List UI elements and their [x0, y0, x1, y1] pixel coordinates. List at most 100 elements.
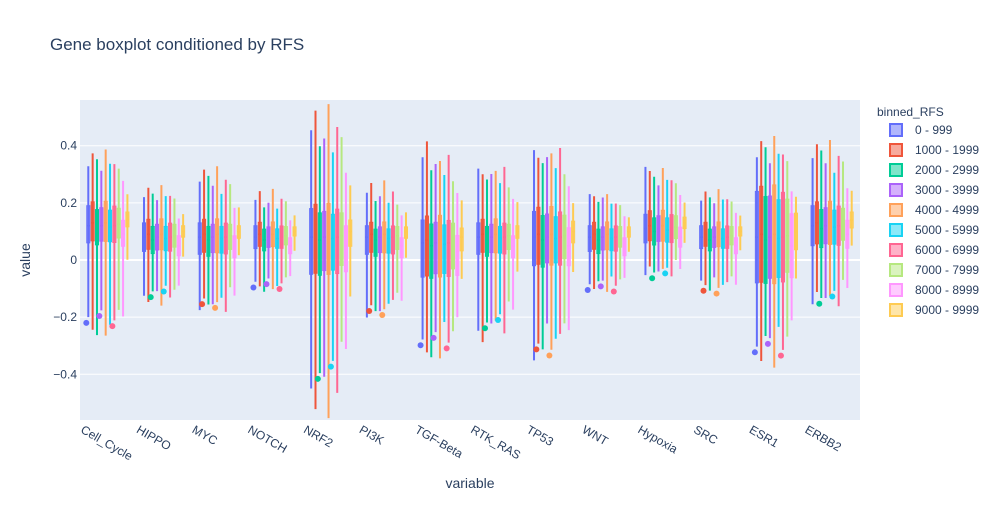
box-group: [700, 191, 708, 294]
box-body: [489, 223, 494, 254]
box-group: [276, 198, 284, 293]
box-group: [605, 194, 610, 292]
box-body: [112, 205, 117, 244]
legend-swatch: [889, 203, 903, 217]
box-group: [147, 193, 155, 301]
gridlines: [80, 145, 860, 375]
box-group: [455, 192, 460, 318]
box-body: [395, 226, 400, 250]
box-body: [317, 212, 322, 276]
box-group: [759, 141, 764, 361]
box-group: [738, 215, 743, 251]
box-group: [159, 185, 164, 306]
box-body: [442, 224, 447, 274]
box-group: [712, 203, 717, 278]
legend-swatch: [889, 223, 903, 237]
box-group: [236, 207, 241, 256]
box-group: [377, 196, 382, 312]
box-group: [720, 199, 725, 285]
box-group: [103, 149, 108, 336]
x-tick-label: NOTCH: [246, 422, 290, 455]
legend-item[interactable]: 2000 - 2999: [889, 163, 979, 177]
box-group: [660, 167, 665, 269]
box-group: [571, 203, 576, 273]
legend-item[interactable]: 5000 - 5999: [889, 223, 979, 237]
box-outlier: [816, 300, 823, 307]
box-group: [592, 196, 597, 289]
box-group: [399, 215, 404, 301]
legend-item[interactable]: 3000 - 3999: [889, 183, 979, 197]
box-body: [433, 221, 438, 275]
x-tick-label: WNT: [580, 422, 611, 448]
box-group: [495, 183, 503, 324]
legend-item[interactable]: 9000 - 9999: [889, 303, 979, 317]
box-group: [262, 207, 267, 292]
box-group: [348, 185, 353, 297]
y-axis-label: value: [17, 243, 33, 277]
legend-swatch: [889, 143, 903, 157]
box-group: [327, 152, 335, 370]
box-group: [108, 163, 113, 325]
box-group: [566, 186, 571, 331]
box-body: [506, 223, 511, 250]
box-group: [729, 201, 734, 277]
box-group: [83, 166, 91, 326]
box-group: [827, 139, 832, 296]
box-body: [210, 223, 215, 254]
box-group: [789, 191, 794, 321]
box-group: [764, 163, 772, 347]
box-body: [103, 200, 108, 242]
box-body: [309, 208, 314, 275]
box-outlier: [109, 323, 116, 330]
box-body: [596, 228, 601, 255]
legend-item[interactable]: 4000 - 4999: [889, 203, 979, 217]
box-body: [605, 221, 610, 251]
box-outlier: [700, 287, 707, 294]
box-group: [678, 194, 683, 269]
y-tick-label: 0: [70, 253, 77, 267]
box-body: [99, 207, 104, 242]
box-group: [682, 202, 687, 243]
legend-item[interactable]: 0 - 999: [889, 123, 953, 137]
x-tick-label: Cell_Cycle: [78, 422, 135, 463]
legend-label: 1000 - 1999: [915, 143, 979, 157]
legend-item[interactable]: 7000 - 7999: [889, 263, 979, 277]
box-body: [313, 203, 318, 274]
box-body: [592, 221, 597, 250]
box-group: [181, 214, 186, 257]
box-group: [121, 180, 126, 317]
legend-item[interactable]: 6000 - 6999: [889, 243, 979, 257]
box-group: [511, 198, 516, 310]
legend-swatch: [889, 183, 903, 197]
box-body: [613, 225, 618, 252]
legend-item[interactable]: 1000 - 1999: [889, 143, 979, 157]
box-outlier: [751, 349, 758, 356]
box-group: [288, 220, 293, 277]
legend-swatch: [889, 263, 903, 277]
box-body: [587, 225, 592, 252]
box-group: [502, 166, 507, 334]
box-body: [369, 221, 374, 253]
y-tick-label: −0.4: [53, 367, 77, 381]
legend-item[interactable]: 8000 - 8999: [889, 283, 979, 297]
box-body: [566, 227, 571, 267]
box-outlier: [276, 286, 283, 293]
legend-swatch: [889, 123, 903, 137]
box-body: [429, 223, 434, 279]
box-group: [849, 190, 854, 246]
box-body: [536, 206, 541, 265]
x-tick-label: SRC: [691, 422, 720, 447]
box-body: [197, 222, 202, 255]
legend-items: 0 - 999 1000 - 1999 2000 - 2999 3000 - 3999…: [889, 123, 979, 317]
x-tick-label: ESR1: [747, 422, 781, 450]
legend-swatch: [889, 303, 903, 317]
box-outlier: [96, 313, 103, 320]
box-group: [562, 174, 567, 324]
box-group: [94, 159, 100, 336]
box-outlier: [764, 340, 771, 347]
box-group: [533, 157, 541, 353]
box-body: [348, 219, 353, 247]
box-body: [622, 237, 627, 257]
box-outlier: [829, 293, 836, 300]
